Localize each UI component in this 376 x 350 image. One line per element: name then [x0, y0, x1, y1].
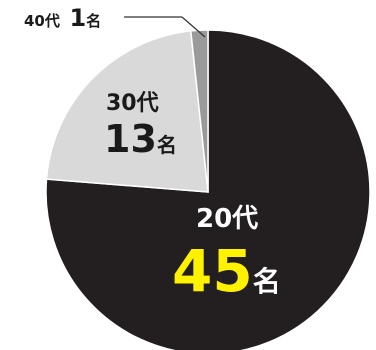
slice-unit-20s: 名 — [252, 265, 281, 298]
slice-label-40s: 40代 1名 — [24, 6, 101, 30]
slice-value-20s: 45 — [172, 237, 253, 305]
pie-slices — [45, 29, 371, 350]
slice-category-20s: 20代 — [196, 204, 259, 234]
slice-value-40s: 1 — [69, 4, 87, 32]
pie-slice-1 — [45, 30, 209, 193]
slice-unit-30s: 名 — [156, 133, 177, 157]
leader-line-40s-diagonal — [181, 16, 206, 38]
slice-unit-40s: 名 — [86, 12, 102, 30]
pie-slice-2 — [189, 29, 209, 193]
slice-label-20s-value: 45名 — [172, 242, 281, 300]
slice-category-40s: 40代 — [24, 12, 60, 30]
slice-value-30s: 13 — [104, 117, 157, 161]
pie-slice-0 — [45, 29, 371, 350]
slice-category-30s: 30代 — [106, 91, 159, 116]
slice-label-30s-value: 13名 — [104, 120, 177, 158]
